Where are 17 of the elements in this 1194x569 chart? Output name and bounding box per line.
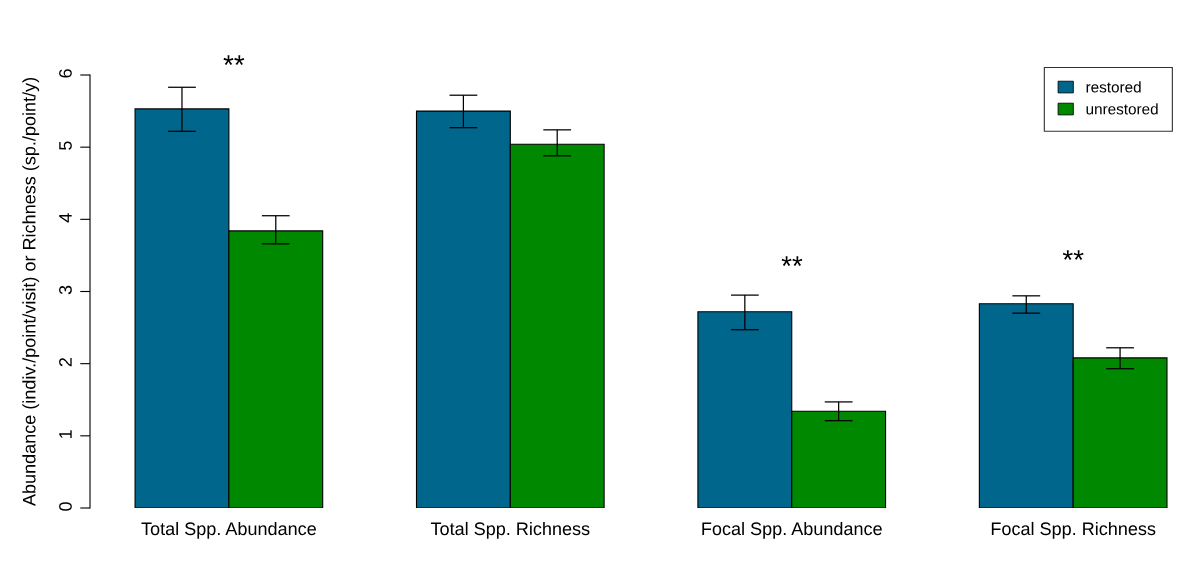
- y-tick-label: 0: [59, 502, 72, 511]
- annotation: **: [1062, 250, 1084, 260]
- y-tick-label: 5: [59, 141, 72, 150]
- x-tick-label: Focal Spp. Richness: [991, 521, 1156, 539]
- x-tick-label: Total Spp. Abundance: [141, 521, 316, 539]
- legend-label: restored: [1086, 81, 1141, 93]
- legend-label: unrestored: [1086, 103, 1158, 115]
- y-tick-label: 4: [59, 213, 72, 223]
- y-tick-label: 6: [59, 69, 72, 78]
- annotation: **: [781, 256, 803, 266]
- x-tick-label: Focal Spp. Abundance: [702, 521, 882, 539]
- y-tick-label: 3: [59, 285, 72, 295]
- y-axis-title: Abundance (indiv./point/visit) or Richness (sp./point/y): [22, 78, 40, 507]
- text: **: [223, 55, 245, 66]
- y-tick-label: 1: [59, 430, 72, 438]
- y-tick-label: 2: [59, 358, 72, 367]
- x-tick-label: Total Spp. Richness: [430, 521, 590, 539]
